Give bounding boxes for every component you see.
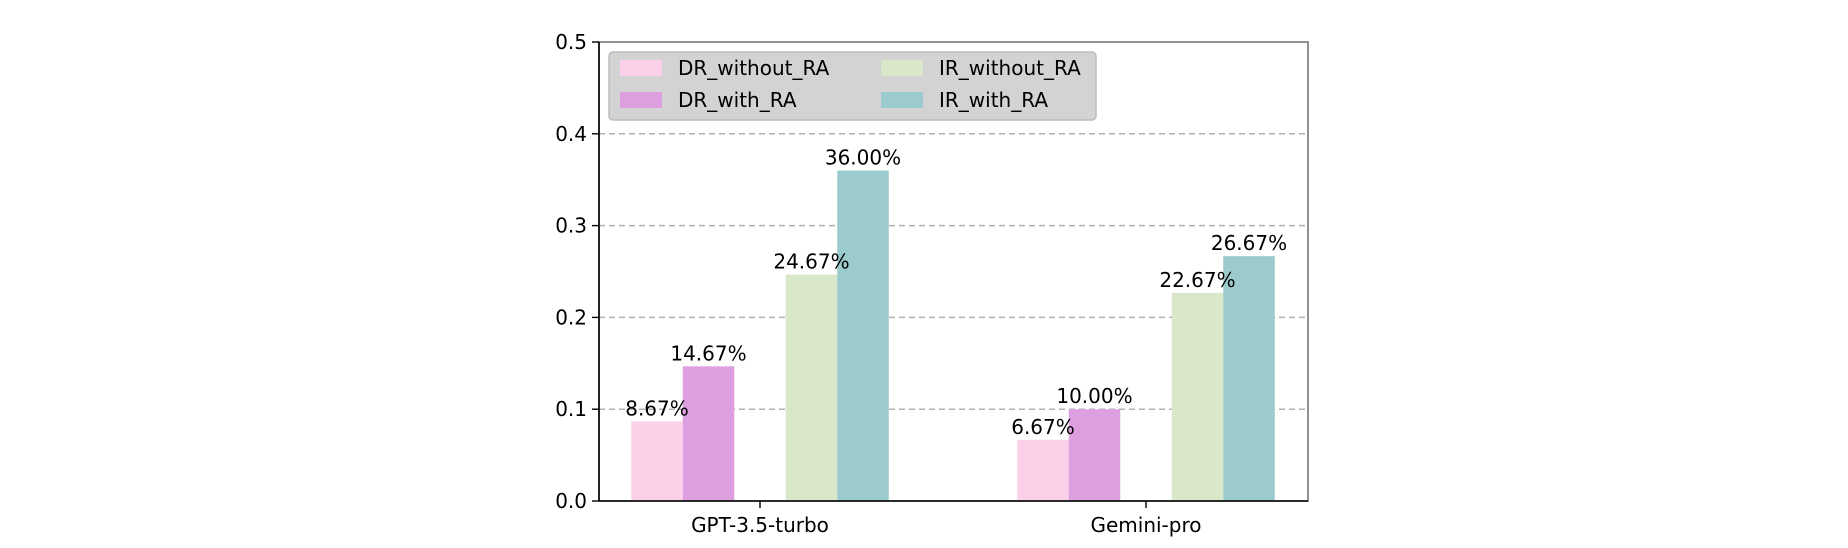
legend-swatch: [620, 60, 662, 76]
legend-swatch: [620, 92, 662, 108]
legend-label: DR_with_RA: [678, 88, 797, 112]
y-axis: 0.0 0.1 0.2 0.3 0.4 0.5: [555, 30, 600, 513]
y-tick-label: 0.2: [555, 305, 587, 329]
legend-box: [608, 51, 1097, 121]
legend-swatch: [881, 60, 923, 76]
y-tick-label: 0.5: [555, 30, 587, 54]
legend-label: IR_without_RA: [939, 56, 1081, 80]
y-tick-label: 0.3: [555, 214, 587, 238]
bar-ir-without-ra-gpt-3-5-turbo: [785, 274, 838, 501]
legend: DR_without_RA DR_with_RA IR_without_RA IR_w…: [608, 51, 1097, 121]
x-tick-label: GPT-3.5-turbo: [691, 513, 829, 537]
bars: [631, 170, 1275, 501]
y-tick-label: 0.0: [555, 489, 587, 513]
data-label: 8.67%: [625, 396, 689, 420]
y-tick-label: 0.1: [555, 397, 587, 421]
bar-dr-with-ra-gpt-3-5-turbo: [682, 366, 735, 501]
data-label: 22.67%: [1159, 268, 1235, 292]
legend-label: DR_without_RA: [678, 56, 830, 80]
x-tick-label: Gemini-pro: [1090, 513, 1201, 537]
bar-dr-with-ra-gemini-pro: [1068, 409, 1121, 501]
x-axis: GPT-3.5-turbo Gemini-pro: [599, 500, 1308, 537]
y-tick-label: 0.4: [555, 122, 587, 146]
data-label: 14.67%: [670, 341, 746, 365]
bar-dr-without-ra-gpt-3-5-turbo: [631, 421, 683, 501]
data-label: 6.67%: [1011, 415, 1075, 439]
data-labels: 8.67% 14.67% 24.67% 36.00% 6.67% 10.00% 22.67%…: [625, 146, 1287, 439]
data-label: 24.67%: [773, 250, 849, 274]
bar-ir-without-ra-gemini-pro: [1171, 292, 1224, 501]
data-label: 36.00%: [825, 146, 901, 170]
data-label: 26.67%: [1211, 231, 1287, 255]
bar-ir-with-ra-gpt-3-5-turbo: [837, 170, 889, 501]
bar-ir-with-ra-gemini-pro: [1223, 256, 1275, 501]
bar-dr-without-ra-gemini-pro: [1017, 439, 1069, 501]
data-label: 10.00%: [1056, 384, 1132, 408]
legend-swatch: [881, 92, 923, 108]
legend-label: IR_with_RA: [939, 88, 1048, 112]
